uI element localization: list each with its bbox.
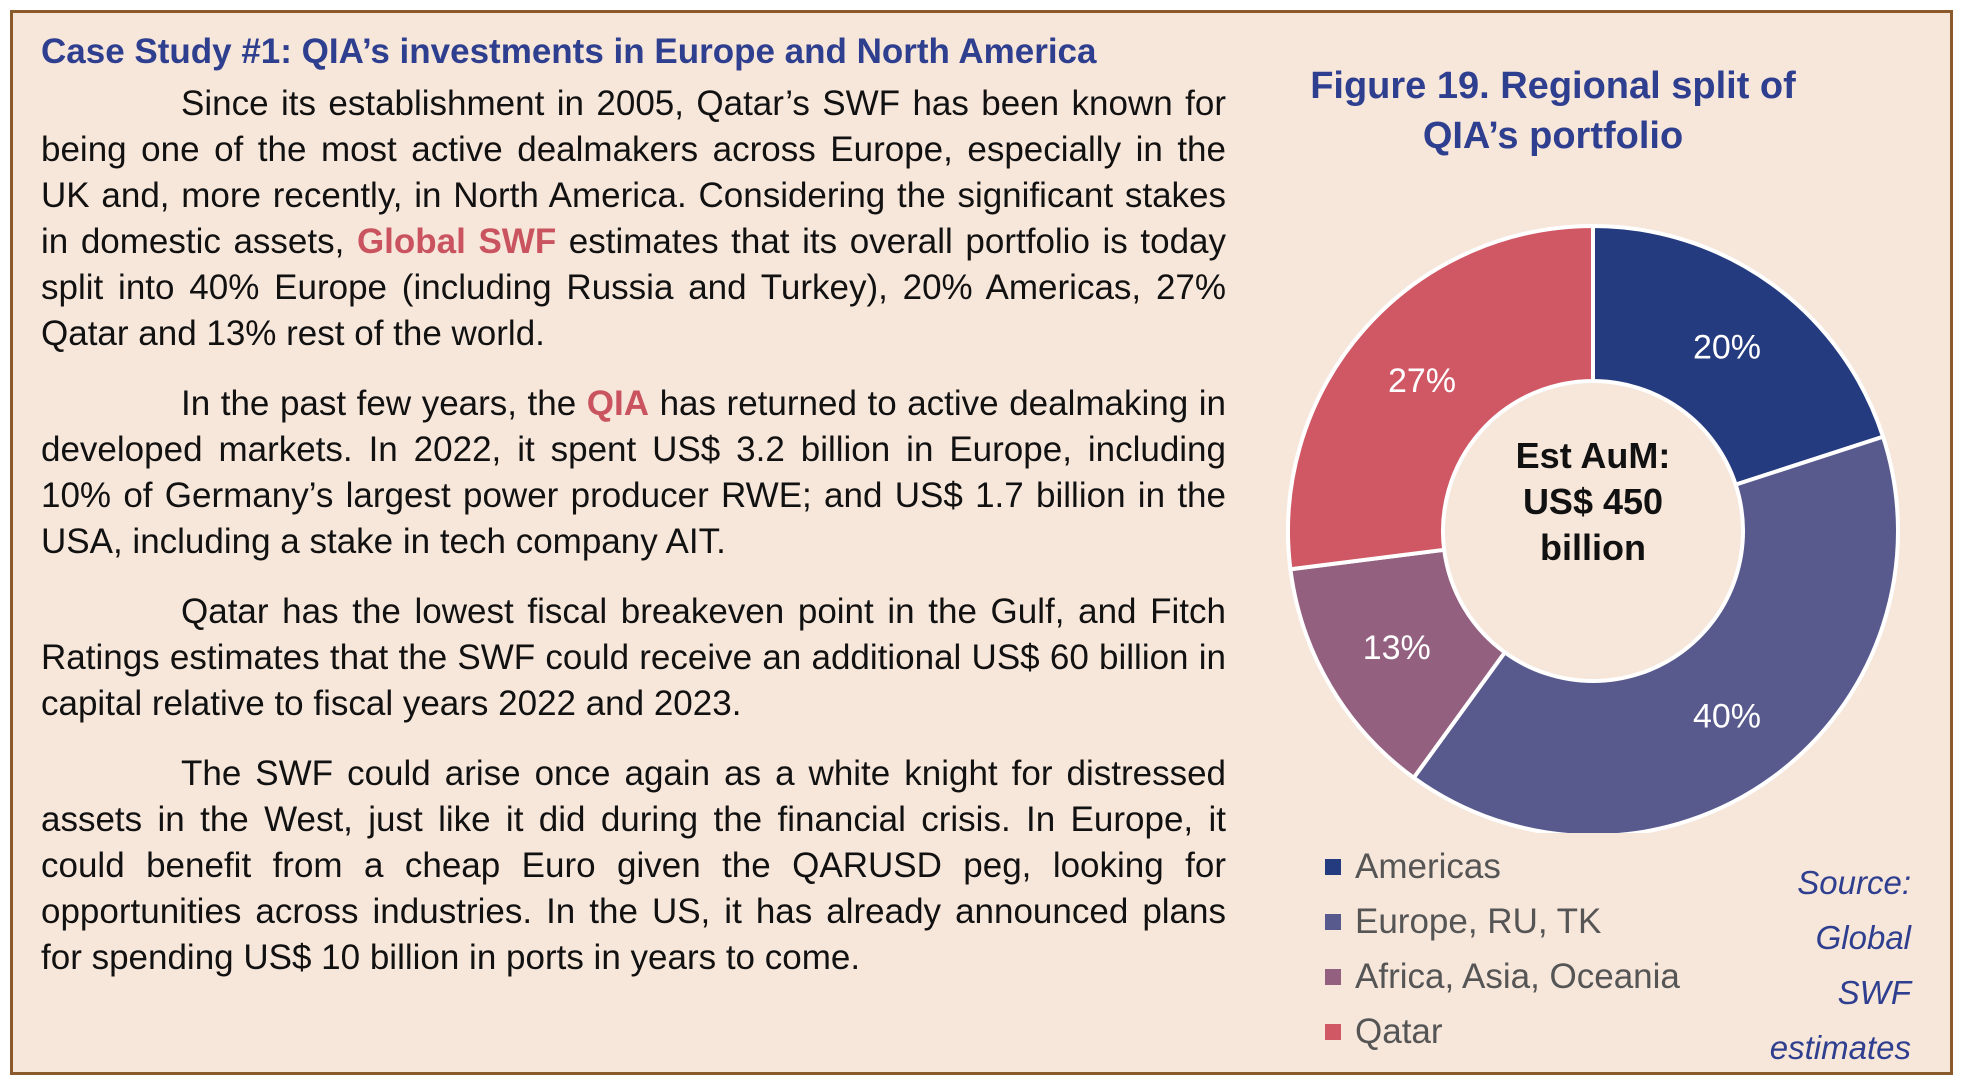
legend-swatch-1 xyxy=(1325,913,1341,930)
legend-swatch-2 xyxy=(1325,968,1341,985)
paragraph-1-part-a: Since its establishment in 2005, Qatar’s… xyxy=(41,84,1226,261)
legend-label-3: Qatar xyxy=(1355,1011,1443,1051)
donut-data-label-0: 20% xyxy=(1693,329,1761,367)
legend-swatch-0 xyxy=(1325,858,1341,875)
source-line-4: estimates xyxy=(1769,1029,1911,1066)
paragraph-3: Qatar has the lowest fiscal breakeven po… xyxy=(41,592,1226,723)
case-study-heading: Case Study #1: QIA’s investments in Euro… xyxy=(41,32,1097,71)
case-study-box: Case Study #1: QIA’s investments in Euro… xyxy=(10,10,1953,1075)
donut-data-label-3: 27% xyxy=(1388,362,1456,400)
source-line-1: Source: xyxy=(1797,864,1911,901)
chart-legend: Americas Europe, RU, TK Africa, Asia, Ocea… xyxy=(1325,839,1680,1059)
source-line-2: Global xyxy=(1815,919,1911,956)
donut-center-label: Est AuM: US$ 450 billion xyxy=(1493,433,1693,571)
legend-item-1: Europe, RU, TK xyxy=(1325,894,1680,949)
legend-label-2: Africa, Asia, Oceania xyxy=(1355,956,1680,996)
donut-data-label-2: 13% xyxy=(1363,629,1431,667)
paragraph-2-part-a: In the past few years, the xyxy=(181,384,587,423)
donut-slice-1 xyxy=(1410,434,1900,833)
donut-chart: 20% 40% 13% 27% xyxy=(1286,223,1900,833)
legend-label-1: Europe, RU, TK xyxy=(1355,901,1602,941)
center-label-line-1: Est AuM: xyxy=(1515,435,1671,476)
paragraph-2: In the past few years, the QIA has retur… xyxy=(41,381,1226,565)
legend-item-3: Qatar xyxy=(1325,1004,1680,1059)
donut-slice-3 xyxy=(1286,223,1595,572)
legend-item-0: Americas xyxy=(1325,839,1680,894)
legend-item-2: Africa, Asia, Oceania xyxy=(1325,949,1680,1004)
highlight-global-swf: Global SWF xyxy=(356,222,557,261)
figure-panel: Figure 19. Regional split of QIA’s portf… xyxy=(1253,13,1953,1073)
paragraph-2-part-b: has returned to active dealmaking in dev… xyxy=(41,384,1227,561)
center-label-line-3: billion xyxy=(1540,527,1646,568)
legend-label-0: Americas xyxy=(1355,846,1501,886)
donut-data-label-1: 40% xyxy=(1693,697,1761,735)
case-study-text: Case Study #1: QIA’s investments in Euro… xyxy=(41,29,1226,1005)
source-note: Source: Global SWF estimates xyxy=(1733,855,1911,1075)
center-label-line-2: US$ 450 xyxy=(1522,481,1664,522)
source-line-3: SWF xyxy=(1837,974,1911,1011)
paragraph-4: The SWF could arise once again as a whit… xyxy=(41,754,1226,977)
legend-swatch-3 xyxy=(1325,1023,1341,1040)
highlight-qia: QIA xyxy=(586,384,650,423)
paragraph-1-part-b: estimates that its overall portfolio is … xyxy=(41,222,1226,353)
donut-slice-2 xyxy=(1288,547,1508,781)
paragraph-1: Since its establishment in 2005, Qatar’s… xyxy=(41,81,1226,357)
donut-slice-0 xyxy=(1591,223,1886,488)
figure-title: Figure 19. Regional split of QIA’s portf… xyxy=(1310,65,1796,157)
